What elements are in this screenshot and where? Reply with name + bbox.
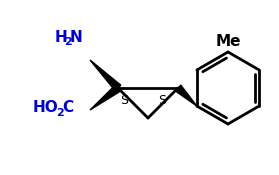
Text: C: C — [62, 100, 73, 116]
Text: N: N — [70, 30, 83, 46]
Text: S: S — [158, 93, 166, 107]
Text: S: S — [120, 93, 128, 107]
Text: Me: Me — [215, 34, 241, 50]
Polygon shape — [90, 85, 121, 110]
Text: 2: 2 — [64, 37, 72, 47]
Polygon shape — [175, 85, 197, 106]
Text: H: H — [55, 30, 68, 46]
Polygon shape — [90, 60, 121, 91]
Text: 2: 2 — [56, 108, 64, 118]
Text: HO: HO — [33, 100, 59, 116]
